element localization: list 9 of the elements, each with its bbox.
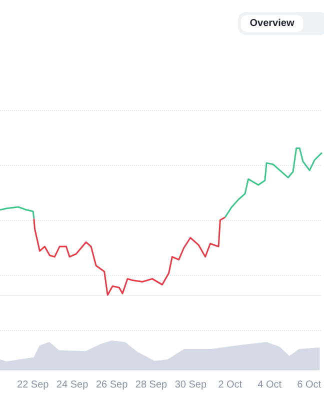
x-tick-label: 4 Oct xyxy=(258,380,282,390)
text: Overview xyxy=(241,15,303,32)
x-tick-label: 28 Sep xyxy=(135,380,168,390)
x-tick-label: 22 Sep xyxy=(17,380,50,390)
x-tick-label: 30 Sep xyxy=(174,380,207,390)
x-tick-label: 2 Oct xyxy=(218,380,242,390)
x-tick-label: 24 Sep xyxy=(56,380,89,390)
x-tick-label: 26 Sep xyxy=(96,380,128,390)
x-tick-label: 6 Oct xyxy=(297,380,322,390)
